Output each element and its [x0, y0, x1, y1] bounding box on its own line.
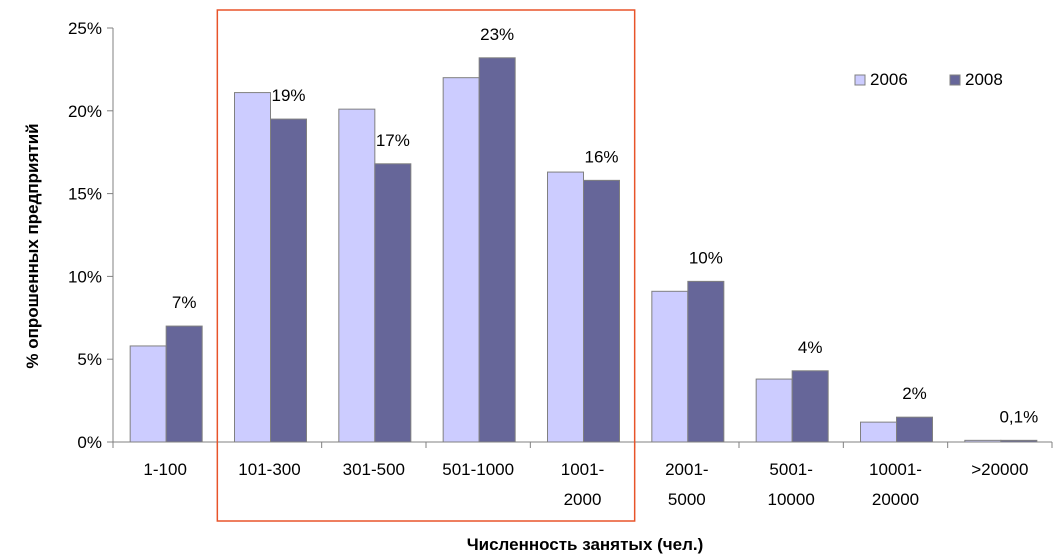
- data-label: 23%: [480, 25, 514, 44]
- x-tick-label: 5001-10000: [768, 460, 815, 509]
- x-axis-title: Численность занятых (чел.): [467, 535, 704, 554]
- bar-2006: [442, 77, 480, 443]
- bar-2006: [860, 421, 897, 443]
- bar-2006: [129, 345, 167, 443]
- y-axis-title: % опрошенных предприятий: [23, 123, 42, 368]
- x-tick-label: 301-500: [343, 460, 405, 479]
- data-label: 7%: [172, 293, 197, 312]
- legend: 2006 2008: [854, 70, 1003, 89]
- x-tick-label: 1001-2000: [561, 460, 604, 509]
- data-label: 10%: [689, 248, 723, 267]
- y-tick-label: 15%: [68, 185, 102, 204]
- bar-2008: [478, 57, 516, 443]
- bar-2006: [547, 171, 584, 443]
- x-tick-label: 2001-5000: [665, 460, 708, 509]
- y-axis: 0% 5% 10% 15% 20% 25%: [68, 19, 114, 452]
- legend-label-2006: 2006: [870, 70, 908, 89]
- bar-2008: [374, 163, 412, 443]
- x-tick-label: 501-1000: [442, 460, 514, 479]
- data-label: 17%: [376, 131, 410, 150]
- y-tick-label: 10%: [68, 267, 102, 286]
- bar-2006: [338, 108, 376, 443]
- y-tick-label: 0%: [77, 433, 102, 452]
- bar-2006: [234, 92, 271, 443]
- y-tick-label: 25%: [68, 19, 102, 38]
- data-label: 19%: [271, 86, 305, 105]
- bar-2008: [687, 280, 725, 443]
- data-label: 16%: [584, 147, 618, 166]
- data-label: 0,1%: [999, 407, 1038, 426]
- data-label: 4%: [798, 338, 823, 357]
- bar-2006: [755, 378, 793, 443]
- bars: [129, 57, 1038, 443]
- x-tick-label: 1-100: [143, 460, 186, 479]
- x-tick-label: 101-300: [238, 460, 300, 479]
- bar-2008: [791, 370, 829, 443]
- data-labels: 7% 19% 17% 23% 16% 10% 4% 2% 0,1%: [172, 25, 1038, 427]
- legend-swatch-2006: [854, 74, 866, 86]
- legend-label-2008: 2008: [965, 70, 1003, 89]
- y-tick-label: 20%: [68, 102, 102, 121]
- bar-2006: [651, 290, 689, 443]
- bar-2008: [583, 179, 620, 443]
- data-label: 2%: [902, 384, 927, 403]
- legend-swatch-2008: [949, 74, 961, 86]
- y-tick-label: 5%: [77, 350, 102, 369]
- bar-2008: [165, 325, 203, 443]
- bar-2008: [896, 416, 933, 443]
- x-tick-label: >20000: [971, 460, 1028, 479]
- bar-2008: [270, 118, 307, 443]
- x-axis: 1-100 101-300 301-500 501-1000 1001-2000 2001…: [112, 441, 1053, 509]
- highlight-box: [216, 9, 636, 522]
- x-tick-label: 10001-20000: [869, 460, 922, 509]
